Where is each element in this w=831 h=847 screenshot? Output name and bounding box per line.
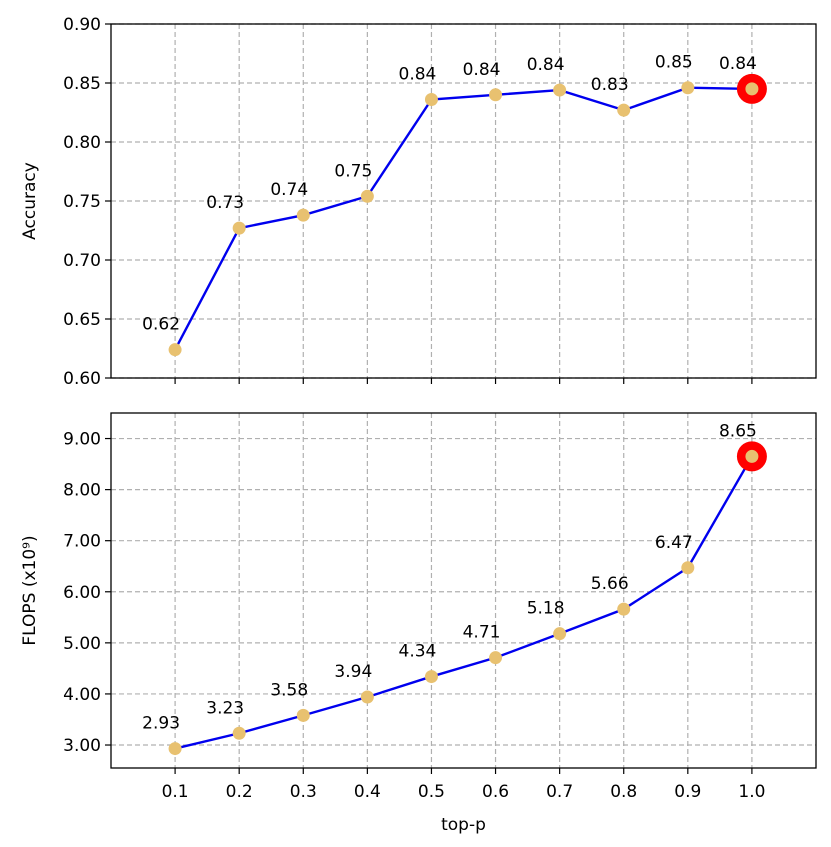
data-point	[360, 189, 374, 203]
data-label: 0.75	[334, 161, 372, 181]
data-label: 6.47	[655, 533, 693, 553]
data-point	[681, 561, 695, 575]
y-tick-label: 8.00	[63, 481, 101, 501]
data-label: 8.65	[719, 421, 757, 441]
data-point	[745, 82, 759, 96]
data-point	[168, 742, 182, 756]
data-label: 0.73	[206, 193, 244, 213]
data-label: 0.84	[399, 65, 437, 85]
data-label: 0.84	[719, 54, 757, 74]
data-point	[617, 602, 631, 616]
x-tick-label: 0.1	[162, 782, 189, 802]
x-tick-label: 0.9	[674, 782, 701, 802]
y-tick-label: 3.00	[63, 736, 101, 756]
data-point	[424, 93, 438, 107]
data-label: 5.66	[591, 574, 629, 594]
data-label: 3.23	[206, 698, 244, 718]
data-label: 0.83	[591, 75, 629, 95]
y-tick-label: 5.00	[63, 634, 101, 654]
data-label: 4.34	[399, 642, 437, 662]
x-tick-label: 0.3	[290, 782, 317, 802]
data-label: 5.18	[527, 599, 565, 619]
x-tick-label: 0.8	[610, 782, 637, 802]
data-label: 0.84	[463, 60, 501, 80]
y-tick-label: 7.00	[63, 532, 101, 552]
data-point	[232, 726, 246, 740]
data-label: 3.94	[334, 662, 372, 682]
data-label: 0.85	[655, 53, 693, 73]
data-label: 0.62	[142, 315, 180, 335]
data-point	[232, 221, 246, 235]
flops-panel: 3.00 4.00 5.00 6.00 7.00 8.00 9.00 0.1 0.2 0.3 0.4…	[20, 412, 817, 835]
data-label: 0.84	[527, 55, 565, 75]
y-tick-label: 0.70	[63, 251, 101, 271]
series-line	[174, 86, 752, 351]
data-point	[296, 708, 310, 722]
data-point	[745, 449, 759, 463]
x-tick-label: 0.2	[226, 782, 253, 802]
x-tick-label: 0.5	[418, 782, 445, 802]
x-tick-label: 0.6	[482, 782, 509, 802]
data-label: 4.71	[463, 623, 501, 643]
data-point	[489, 88, 503, 102]
data-point	[360, 690, 374, 704]
plot-frame	[110, 23, 817, 379]
data-point	[553, 627, 567, 641]
y-tick-label: 0.90	[63, 15, 101, 35]
y-tick-label: 0.60	[63, 369, 101, 389]
data-point	[296, 208, 310, 222]
data-point	[553, 83, 567, 97]
data-label: 3.58	[270, 680, 308, 700]
data-point	[681, 81, 695, 95]
data-label: 2.93	[142, 714, 180, 734]
y-tick-label: 0.85	[63, 74, 101, 94]
data-point	[489, 651, 503, 665]
y-axis-title: Accuracy	[20, 162, 40, 240]
x-tick-label: 0.4	[354, 782, 381, 802]
x-tick-label: 1.0	[738, 782, 765, 802]
x-axis-title: top-p	[441, 815, 486, 835]
y-tick-label: 9.00	[63, 430, 101, 450]
y-tick-label: 0.75	[63, 192, 101, 212]
y-tick-label: 4.00	[63, 685, 101, 705]
y-tick-label: 0.80	[63, 133, 101, 153]
series-line	[174, 455, 753, 750]
accuracy-panel: 0.60 0.65 0.70 0.75 0.80 0.85 0.90 Accuracy 0.62…	[20, 15, 817, 389]
y-tick-label: 0.65	[63, 310, 101, 330]
data-point	[617, 103, 631, 117]
data-label: 0.74	[270, 180, 308, 200]
plot-frame	[110, 412, 817, 769]
data-point	[168, 343, 182, 357]
data-point	[424, 670, 438, 684]
y-tick-label: 6.00	[63, 583, 101, 603]
x-tick-label: 0.7	[546, 782, 573, 802]
y-axis-title: FLOPS (x10⁹)	[20, 535, 40, 645]
